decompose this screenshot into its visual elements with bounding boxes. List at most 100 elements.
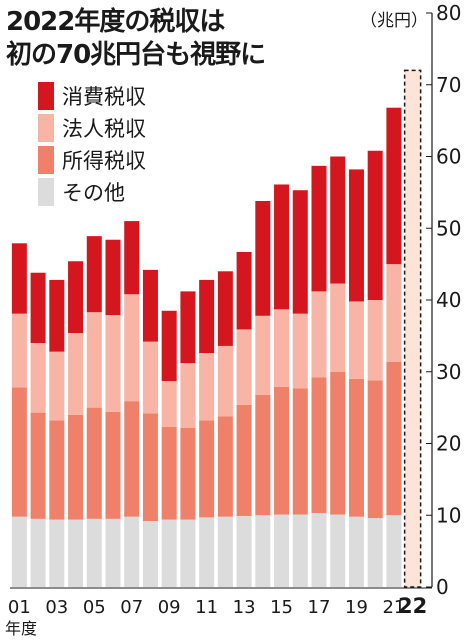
bar-segment [68,519,84,587]
bar-segment [348,301,364,379]
bar-segment [330,156,346,284]
x-tick-label: 05 [83,597,106,618]
x-tick-label: 21 [382,597,405,618]
x-axis-label: 年度 [5,619,37,638]
y-tick-label: 40 [436,288,461,312]
bar-segment [330,283,346,372]
unit-label: （兆円） [360,11,428,31]
bar-segment [217,416,233,517]
bar-segment [330,371,346,515]
bar-segment [255,315,271,395]
y-tick-label: 80 [436,1,461,25]
y-tick-label: 30 [436,360,461,384]
bar-segment [105,239,121,316]
bar-segment [255,515,271,587]
bar-segment [199,279,215,354]
bar-segment [199,353,215,421]
bar-segment [49,420,65,520]
legend-swatch [38,114,54,142]
x-tick-label: 22 [398,594,427,618]
legend-swatch [38,82,54,110]
bar-segment [30,518,46,587]
bar-segment [217,516,233,587]
bar-segment [367,380,383,519]
bar-segment [274,184,290,310]
bar-segment [124,221,140,295]
title-line-2: 初の70兆円台も視野に [6,40,266,70]
bar-segment [68,333,84,415]
bar-segment [386,264,402,362]
bar-segment [255,200,271,316]
bar-segment [105,315,121,412]
bar-segment [367,300,383,381]
bar-segment [86,407,102,519]
bar-segment [348,378,364,517]
bar-segment [49,519,65,587]
bar-segment [386,107,402,265]
bar-segment [11,387,27,517]
legend-item-other: その他 [38,176,146,208]
bar-segment [11,243,27,314]
bar-segment [161,519,177,587]
bar-segment [311,513,327,587]
x-tick-label: 17 [308,597,331,618]
bar-segment [292,388,308,515]
bar-segment [180,427,196,520]
bar-segment [11,516,27,587]
y-tick-label: 50 [436,216,461,240]
forecast-bar [403,69,422,588]
bar-segment [68,261,84,334]
x-tick-label: 13 [233,597,256,618]
y-tick-label: 10 [436,503,461,527]
bar-segment [86,236,102,313]
legend-label: 所得税収 [62,149,146,173]
bar-segment [30,343,46,413]
bar-segment [142,341,158,414]
bar-segment [236,329,252,405]
legend-item-consumption-tax: 消費税収 [38,80,146,112]
bar-segment [367,518,383,587]
bar-segment [11,313,27,388]
bar-segment [255,394,271,516]
bar-segment [142,520,158,587]
bar-segment [199,517,215,587]
x-tick-label: 01 [8,597,31,618]
bar-segment [217,271,233,346]
legend-label: 法人税収 [62,117,146,141]
bar-segment [30,412,46,519]
bar-segment [86,312,102,408]
bar-segment [292,190,308,314]
bar-segment [142,413,158,521]
legend: 消費税収 法人税収 所得税収 その他 [38,80,146,208]
legend-swatch [38,178,54,206]
x-tick-label: 11 [195,597,218,618]
bar-segment [236,515,252,587]
x-tick-label: 07 [120,597,143,618]
x-tick-label: 15 [270,597,293,618]
bar-segment [311,291,327,378]
y-tick-label: 20 [436,432,461,456]
y-tick-label: 0 [436,575,449,599]
bar-segment [161,426,177,520]
bar-segment [386,515,402,587]
legend-swatch [38,146,54,174]
bar-segment [217,345,233,417]
bar-segment [142,269,158,342]
x-tick-label: 09 [158,597,181,618]
bar-segment [311,377,327,514]
legend-label: 消費税収 [62,85,146,109]
bar-segment [30,272,46,344]
bar-segment [330,514,346,587]
x-tick-label: 03 [45,597,68,618]
bar-segment [367,150,383,300]
bar-segment [161,381,177,427]
bar-segment [274,386,290,515]
bar-segment [199,420,215,518]
bar-segment [124,294,140,402]
legend-item-corporate-tax: 法人税収 [38,112,146,144]
bar-segment [86,518,102,587]
bar-segment [105,518,121,587]
title-line-1: 2022年度の税収は [6,7,225,37]
